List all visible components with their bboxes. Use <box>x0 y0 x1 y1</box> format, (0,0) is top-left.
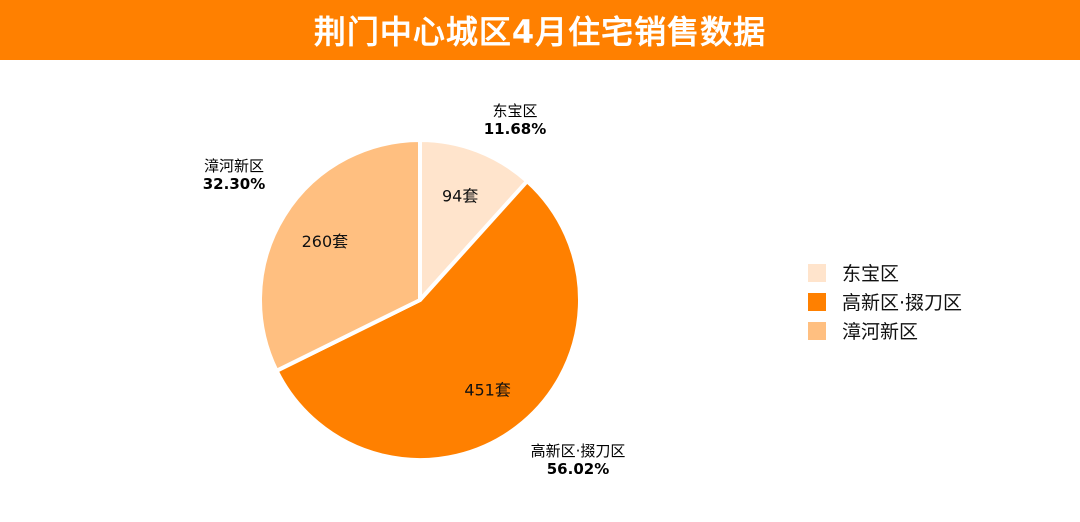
slice-percent-label: 11.68% <box>484 120 546 138</box>
legend-label: 东宝区 <box>842 263 900 285</box>
slice-value-label: 260套 <box>302 232 349 251</box>
slice-value-label: 451套 <box>464 380 511 399</box>
legend-label: 漳河新区 <box>842 321 919 343</box>
slice-percent-label: 56.02% <box>547 460 609 478</box>
slice-name-label: 东宝区 <box>492 102 537 120</box>
legend-item: 漳河新区 <box>808 316 962 345</box>
legend-label: 高新区·掇刀区 <box>842 292 963 314</box>
slice-name-label: 高新区·掇刀区 <box>531 442 626 460</box>
slice-percent-label: 32.30% <box>203 175 265 193</box>
pie-slice-3 <box>258 138 422 373</box>
pie-slice-1 <box>418 138 530 302</box>
legend-swatch <box>808 263 826 282</box>
legend-swatch <box>808 292 826 311</box>
chart-title: 荆门中心城区4月住宅销售数据 <box>313 13 767 51</box>
legend-item: 高新区·掇刀区 <box>808 287 962 316</box>
slice-value-label: 94套 <box>442 187 478 206</box>
pie-slice-2 <box>274 179 582 463</box>
slice-name-label: 漳河新区 <box>204 157 264 175</box>
legend: 东宝区高新区·掇刀区 漳河新区 <box>808 258 962 345</box>
legend-item: 东宝区 <box>808 258 962 287</box>
legend-swatch <box>808 321 826 340</box>
title-bar: 荆门中心城区4月住宅销售数据 <box>0 0 1080 60</box>
